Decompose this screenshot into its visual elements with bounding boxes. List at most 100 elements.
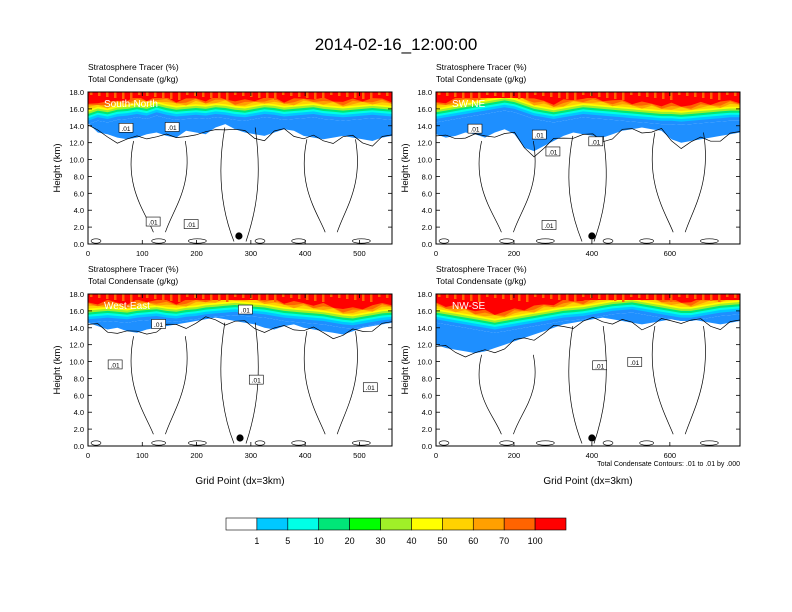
ground-contour [639, 238, 654, 244]
contour-label-box [541, 220, 557, 230]
ground-contour [254, 238, 266, 244]
tracer-streak [306, 294, 309, 300]
panel-label: West-East [104, 301, 150, 312]
tracer-streak [438, 92, 441, 95]
x-tick-label: 400 [299, 249, 312, 258]
ground-contour [639, 440, 654, 446]
condensate-contour-top [88, 124, 392, 147]
tracer-streak [494, 92, 497, 96]
tracer-streak [622, 92, 625, 100]
plot-area [88, 92, 392, 244]
tracer-streak [218, 294, 221, 301]
contour-label-box [151, 319, 166, 329]
tracer-streak [282, 92, 285, 95]
panel-0: Stratosphere Tracer (%) Total Condensate … [52, 62, 393, 258]
condensate-contour-column [303, 139, 358, 233]
y-tick-label: 2.0 [422, 223, 432, 232]
tracer-streak [178, 92, 181, 100]
tracer-streak [654, 294, 657, 300]
tracer-streak [518, 294, 521, 301]
ground-contour [188, 440, 207, 446]
y-tick-label: 4.0 [74, 408, 84, 417]
tracer-streak [462, 92, 465, 98]
condensate-contour-top [436, 316, 740, 358]
y-tick-label: 14.0 [69, 324, 84, 333]
x-axis-label: Grid Point (dx=3km) [543, 476, 632, 487]
tracer-streak [470, 294, 473, 301]
ground-contour [536, 440, 555, 446]
y-tick-label: 10.0 [417, 358, 432, 367]
tracer-streak [558, 92, 561, 98]
colorbar-swatch [534, 517, 567, 531]
tracer-streak [566, 92, 569, 99]
tracer-streak [654, 92, 657, 98]
condensate-contour-column [220, 322, 259, 444]
tracer-streak [266, 294, 269, 301]
panel-title-condensate: Total Condensate (g/kg) [88, 74, 178, 84]
y-tick-label: 6.0 [74, 189, 84, 198]
tracer-streak [510, 294, 513, 300]
ground-contour [602, 440, 614, 446]
tracer-streak [582, 294, 585, 297]
y-tick-label: 18.0 [69, 88, 84, 97]
contour-label-box [248, 374, 264, 385]
tracer-streak [574, 92, 577, 100]
x-tick-label: 600 [664, 451, 677, 460]
tracer-streak [510, 92, 513, 98]
y-tick-label: 0.0 [74, 442, 84, 451]
tracer-streak [170, 294, 173, 301]
tracer-streak [314, 294, 317, 301]
tracer-streak [242, 92, 245, 96]
panel-label: South-North [104, 99, 158, 110]
panel-title-condensate: Total Condensate (g/kg) [436, 74, 526, 84]
tracer-streak [330, 92, 333, 95]
tracer-streak [526, 294, 529, 302]
ground-contour [352, 238, 371, 244]
tracer-streak [338, 294, 341, 298]
condensate-contour-column [303, 331, 358, 435]
colorbar-swatch [503, 517, 536, 531]
contour-label: .01 [121, 126, 130, 133]
tracer-streak [322, 92, 325, 100]
ground-contour [90, 440, 102, 446]
tracer-streak [590, 294, 593, 298]
x-tick-label: 200 [190, 451, 203, 460]
x-tick-label: 200 [190, 249, 203, 258]
tracer-streak [274, 294, 277, 302]
tracer-streak [138, 92, 141, 95]
tracer-streak [290, 92, 293, 96]
tracer-streak [606, 92, 609, 98]
panel-title-condensate: Total Condensate (g/kg) [88, 276, 178, 286]
condensate-contour-column [568, 135, 607, 242]
condensate-contour-column [568, 326, 607, 444]
colorbar-swatch [287, 517, 320, 531]
tracer-streak [542, 294, 545, 298]
condensate-contour-top [436, 127, 740, 158]
y-tick-label: 16.0 [69, 307, 84, 316]
ground-contour [700, 440, 719, 446]
tracer-streak [386, 294, 389, 298]
tracer-streak [542, 92, 545, 96]
colorbar-label: 30 [376, 536, 386, 546]
contour-label-box [588, 136, 604, 147]
panel-title-condensate: Total Condensate (g/kg) [436, 276, 526, 286]
tracer-streak [210, 294, 213, 300]
tracer-streak [598, 294, 601, 299]
figure-title: 2014-02-16_12:00:00 [315, 35, 478, 54]
tracer-streak [122, 92, 125, 99]
tracer-streak [202, 92, 205, 97]
tracer-streak [274, 92, 277, 100]
contour-label: .01 [149, 220, 158, 227]
tracer-streak [662, 294, 665, 301]
tracer-streak [646, 294, 649, 299]
tracer-streak [702, 92, 705, 98]
colorbar-label: 50 [437, 536, 447, 546]
contour-label: .01 [168, 125, 177, 132]
y-tick-label: 12.0 [417, 341, 432, 350]
tracer-streak [614, 92, 617, 99]
ground-contour [700, 238, 719, 244]
x-tick-label: 400 [586, 249, 599, 258]
y-tick-label: 18.0 [417, 290, 432, 299]
y-tick-label: 12.0 [69, 341, 84, 350]
condensate-contour-column [478, 140, 536, 233]
